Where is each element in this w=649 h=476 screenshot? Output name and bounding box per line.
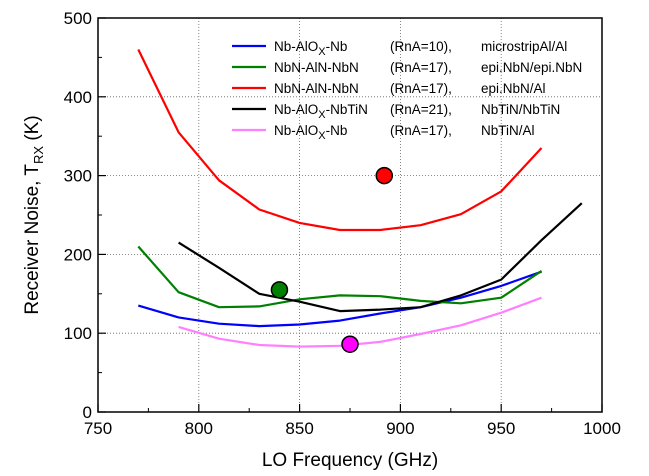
x-tick-label: 750 — [84, 419, 112, 438]
series-layer — [137, 49, 583, 348]
series-line-blue — [137, 270, 542, 328]
grid-lines — [98, 18, 602, 412]
y-tick-label: 200 — [64, 245, 92, 264]
x-tick-label: 850 — [285, 419, 313, 438]
legend-entry-red: NbN-AlN-NbN (RnA=17), epi.NbN/Al — [232, 81, 546, 96]
x-tick-label: 800 — [185, 419, 213, 438]
y-axis-title-main: Receiver Noise, T — [22, 164, 43, 315]
legend-rna: (RnA=17), — [390, 123, 452, 138]
y-tick-label: 400 — [64, 88, 92, 107]
series-line-green — [137, 245, 543, 309]
legend-entry-green: NbN-AlN-NbN (RnA=17), epi.NbN/epi.NbN — [232, 60, 582, 75]
legend-label: Nb-AlOX-NbTiN — [274, 102, 368, 121]
y-tick-label: 0 — [83, 403, 92, 422]
legend-label: NbN-AlN-NbN — [274, 81, 359, 96]
y-axis-title-unit: (K) — [22, 115, 43, 146]
y-tick-label: 300 — [64, 167, 92, 186]
series-line-black — [178, 202, 583, 313]
x-tick-label: 900 — [386, 419, 414, 438]
x-axis-title: LO Frequency (GHz) — [262, 450, 438, 471]
legend-label: Nb-AlOX-Nb — [274, 39, 347, 58]
legend-label: NbN-AlN-NbN — [274, 60, 359, 75]
red-point — [375, 166, 394, 185]
series-line-pink — [178, 296, 542, 348]
legend-entry-blue: Nb-AlOX-Nb (RnA=10), microstripAl/Al — [232, 39, 567, 58]
highlight-points — [270, 166, 394, 353]
legend-config: epi.NbN/Al — [481, 81, 546, 96]
legend-config: microstripAl/Al — [481, 39, 567, 54]
green-point — [270, 281, 289, 299]
legend-rna: (RnA=17), — [390, 81, 452, 96]
y-axis-title: Receiver Noise, TRX (K) — [22, 115, 46, 314]
legend-entry-black: Nb-AlOX-NbTiN (RnA=21), NbTiN/NbTiN — [232, 102, 560, 121]
x-tick-label: 950 — [487, 419, 515, 438]
y-tick-label: 100 — [64, 324, 92, 343]
y-tick-label: 500 — [64, 9, 92, 28]
legend-rna: (RnA=21), — [390, 102, 452, 117]
legend-config: epi.NbN/epi.NbN — [481, 60, 582, 75]
y-axis-title-subscript: RX — [31, 146, 46, 164]
legend: Nb-AlOX-Nb (RnA=10), microstripAl/Al NbN-Al… — [232, 39, 582, 142]
x-tick-label: 1000 — [583, 419, 621, 438]
legend-config: NbTiN/NbTiN — [481, 102, 560, 117]
axis-ticks: 750 800 850 900 950 1000 0 100 200 300 400 500 — [64, 9, 621, 438]
legend-rna: (RnA=17), — [390, 60, 452, 75]
legend-label: Nb-AlOX-Nb — [274, 123, 347, 142]
magenta-point — [341, 335, 359, 353]
series-line-red — [137, 49, 543, 232]
legend-config: NbTiN/Al — [481, 123, 535, 138]
legend-rna: (RnA=10), — [390, 39, 452, 54]
legend-entry-pink: Nb-AlOX-Nb (RnA=17), NbTiN/Al — [232, 123, 535, 142]
